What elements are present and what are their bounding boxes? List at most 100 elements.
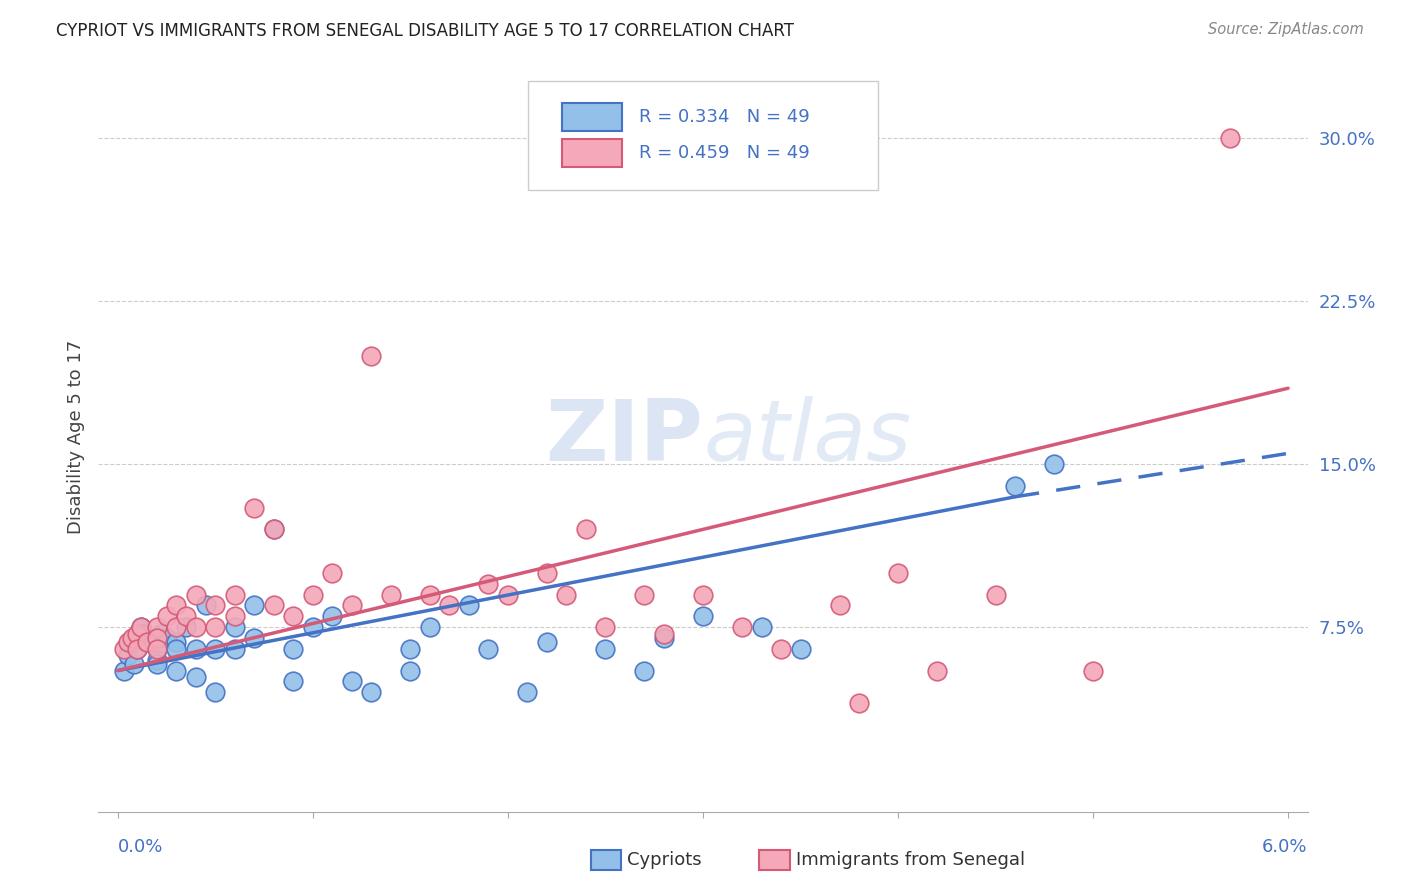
Point: [1219, 131, 1241, 145]
Text: Immigrants from Senegal: Immigrants from Senegal: [796, 851, 1025, 869]
Point: [789, 641, 811, 656]
Point: [165, 641, 187, 656]
Point: [925, 664, 948, 678]
Point: [146, 657, 169, 671]
Point: [458, 599, 481, 613]
Point: [127, 631, 149, 645]
Text: ZIP: ZIP: [546, 395, 703, 479]
Point: [595, 620, 617, 634]
Point: [112, 641, 135, 656]
Text: atlas: atlas: [703, 395, 911, 479]
Point: [575, 522, 598, 536]
Text: 6.0%: 6.0%: [1263, 838, 1308, 855]
Point: [419, 620, 441, 634]
Point: [146, 631, 169, 645]
Point: [692, 588, 714, 602]
Point: [283, 641, 305, 656]
Point: [136, 635, 159, 649]
FancyBboxPatch shape: [527, 81, 879, 190]
Point: [419, 588, 441, 602]
Point: [224, 609, 246, 624]
Point: [1004, 479, 1026, 493]
Point: [127, 626, 149, 640]
Point: [984, 588, 1007, 602]
Point: [146, 641, 169, 656]
Point: [112, 664, 135, 678]
Point: [263, 522, 285, 536]
Bar: [561, 139, 621, 168]
Point: [263, 599, 285, 613]
Point: [595, 641, 617, 656]
Point: [1043, 457, 1066, 471]
Point: [184, 588, 207, 602]
Point: [184, 620, 207, 634]
Point: [263, 522, 285, 536]
Point: [340, 599, 363, 613]
Point: [633, 588, 655, 602]
Point: [204, 641, 226, 656]
Point: [633, 664, 655, 678]
Point: [360, 349, 382, 363]
Point: [224, 588, 246, 602]
Point: [165, 620, 187, 634]
Point: [156, 609, 179, 624]
Point: [122, 657, 145, 671]
Point: [184, 641, 207, 656]
Point: [399, 641, 422, 656]
Point: [131, 620, 153, 634]
Point: [184, 670, 207, 684]
Point: [243, 599, 266, 613]
Text: R = 0.334   N = 49: R = 0.334 N = 49: [638, 108, 810, 126]
Point: [156, 631, 179, 645]
Point: [439, 599, 461, 613]
Point: [204, 599, 226, 613]
Point: [380, 588, 402, 602]
Point: [769, 641, 792, 656]
Text: Source: ZipAtlas.com: Source: ZipAtlas.com: [1208, 22, 1364, 37]
Point: [204, 685, 226, 699]
Point: [652, 631, 675, 645]
Point: [165, 664, 187, 678]
Point: [1081, 664, 1104, 678]
Point: [121, 635, 143, 649]
Point: [536, 635, 558, 649]
Point: [117, 648, 139, 663]
Point: [194, 599, 217, 613]
Point: [121, 631, 143, 645]
Point: [146, 641, 169, 656]
Point: [146, 653, 169, 667]
Point: [165, 635, 187, 649]
Point: [360, 685, 382, 699]
Point: [165, 599, 187, 613]
Point: [243, 631, 266, 645]
Point: [283, 674, 305, 689]
Point: [136, 635, 159, 649]
Text: R = 0.459   N = 49: R = 0.459 N = 49: [638, 145, 810, 162]
Point: [496, 588, 519, 602]
Point: [283, 609, 305, 624]
Text: Cypriots: Cypriots: [627, 851, 702, 869]
Point: [224, 620, 246, 634]
Point: [302, 588, 325, 602]
Point: [751, 620, 773, 634]
Point: [174, 609, 197, 624]
Point: [516, 685, 538, 699]
Point: [204, 620, 226, 634]
Point: [692, 609, 714, 624]
Point: [174, 620, 197, 634]
Point: [340, 674, 363, 689]
Point: [243, 500, 266, 515]
Text: CYPRIOT VS IMMIGRANTS FROM SENEGAL DISABILITY AGE 5 TO 17 CORRELATION CHART: CYPRIOT VS IMMIGRANTS FROM SENEGAL DISAB…: [56, 22, 794, 40]
Point: [555, 588, 578, 602]
Point: [536, 566, 558, 580]
Point: [224, 641, 246, 656]
Point: [399, 664, 422, 678]
Point: [848, 696, 870, 710]
Point: [477, 576, 499, 591]
Point: [731, 620, 754, 634]
Point: [131, 620, 153, 634]
Point: [887, 566, 910, 580]
Bar: [561, 103, 621, 131]
Y-axis label: Disability Age 5 to 17: Disability Age 5 to 17: [66, 340, 84, 534]
Point: [149, 626, 172, 640]
